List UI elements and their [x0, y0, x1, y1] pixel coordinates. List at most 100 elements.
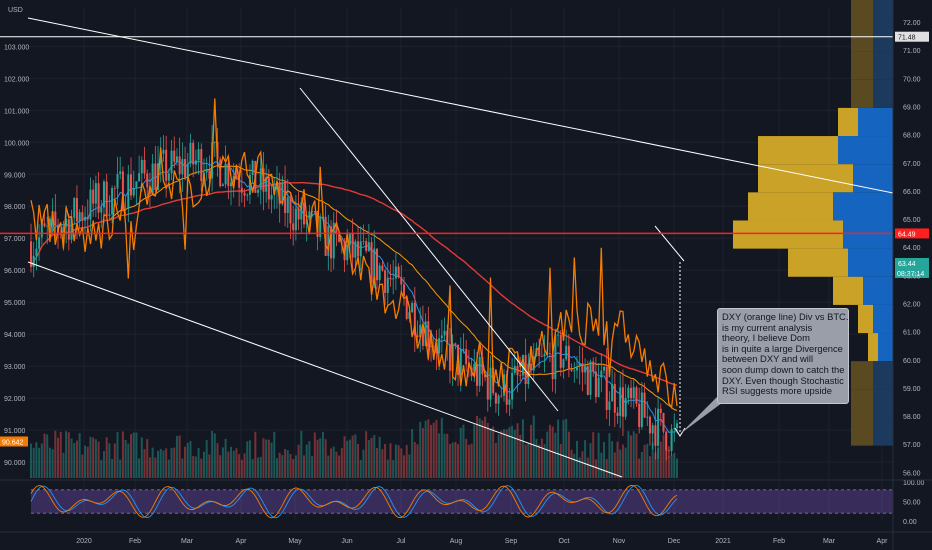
candle — [73, 198, 76, 218]
candle — [232, 176, 235, 183]
volume-bar — [221, 447, 224, 478]
volume-bar — [165, 448, 168, 478]
volume-bar — [140, 437, 143, 478]
volume-bar — [254, 431, 257, 478]
candle — [240, 187, 243, 193]
candle — [348, 233, 351, 245]
candle — [627, 387, 630, 398]
volume-bar — [367, 440, 370, 478]
volume-profile-up — [873, 0, 893, 24]
candle — [557, 334, 560, 336]
volume-bar — [262, 438, 265, 478]
volume-bar — [259, 456, 262, 478]
candle — [257, 189, 260, 193]
candle — [70, 217, 73, 240]
candle — [346, 244, 349, 261]
volume-bar — [111, 458, 114, 478]
volume-profile-down — [851, 79, 873, 108]
right-axis-tick: 67.00 — [903, 161, 921, 168]
candle — [219, 159, 222, 187]
candle — [443, 330, 446, 336]
right-axis-tick: 56.00 — [903, 470, 921, 477]
right-axis-tick: 68.00 — [903, 133, 921, 140]
candle — [648, 416, 651, 434]
candle — [600, 370, 603, 378]
candle — [462, 348, 465, 350]
candle — [365, 241, 368, 251]
candle — [143, 159, 146, 174]
candle — [481, 357, 484, 375]
volume-bar — [475, 415, 478, 478]
candle — [667, 450, 670, 452]
volume-bar — [116, 432, 119, 478]
candle — [297, 208, 300, 220]
volume-profile-down — [788, 248, 848, 277]
volume-bar — [246, 441, 249, 478]
candle — [281, 182, 284, 205]
volume-bar — [538, 444, 541, 478]
candle — [111, 188, 114, 215]
candle — [646, 416, 649, 418]
volume-bar — [651, 442, 654, 478]
candle — [213, 141, 216, 143]
candle — [159, 153, 162, 164]
volume-bar — [600, 452, 603, 478]
right-axis-tick: 60.00 — [903, 358, 921, 365]
candle — [416, 335, 419, 338]
volume-bar — [524, 444, 527, 478]
volume-bar — [89, 436, 92, 478]
volume-bar — [481, 420, 484, 478]
candle — [408, 312, 411, 319]
volume-bar — [302, 455, 305, 478]
volume-bar — [508, 427, 511, 478]
candle — [119, 171, 122, 174]
volume-bar — [327, 455, 330, 478]
candle — [500, 395, 503, 397]
candle — [121, 171, 124, 211]
candle — [665, 431, 668, 451]
candle — [35, 248, 38, 256]
volume-bar — [667, 456, 670, 478]
volume-bar — [435, 419, 438, 478]
volume-bar — [503, 429, 506, 478]
volume-bar — [173, 447, 176, 478]
candle — [230, 182, 233, 187]
volume-bar — [105, 437, 108, 478]
candle — [186, 163, 189, 178]
volume-bar — [213, 433, 216, 478]
volume-bar — [676, 458, 678, 478]
volume-bar — [235, 448, 238, 478]
volume-bar — [57, 437, 60, 478]
candle — [473, 363, 476, 377]
candle — [632, 387, 635, 399]
annotation-callout[interactable]: DXY (orange line) Div vs BTC.D is my cur… — [717, 308, 855, 404]
candle — [411, 303, 414, 313]
volume-bar — [313, 432, 316, 478]
candle — [532, 356, 535, 371]
volume-bar — [205, 440, 208, 478]
volume-bar — [273, 431, 276, 478]
x-axis-tick: Dec — [668, 538, 681, 545]
trendline-drawings[interactable] — [27, 17, 894, 478]
volume-profile-up — [838, 136, 893, 165]
volume-bar — [673, 452, 676, 478]
candle — [308, 211, 311, 220]
volume-profile-up — [873, 417, 893, 446]
candle — [335, 222, 338, 233]
volume-profile-down — [851, 51, 873, 80]
volume-bar — [400, 448, 403, 478]
candle — [89, 189, 92, 220]
x-axis-tick: Mar — [823, 538, 836, 545]
stochastic-rsi-pane: 100.00 50.00 0.00 — [30, 480, 925, 526]
volume-profile-up — [873, 51, 893, 80]
x-axis-tick: Feb — [129, 538, 141, 545]
volume-bar — [248, 440, 251, 478]
horizontal-levels[interactable]: 71.48 64.49 63.44 08:37:14 90.642 — [0, 31, 929, 447]
candle — [421, 324, 424, 346]
candle — [465, 348, 468, 365]
left-axis-tick: 97.000 — [4, 236, 26, 243]
volume-bar — [238, 454, 241, 478]
volume-bar — [216, 443, 219, 478]
volume-bar — [505, 429, 508, 478]
